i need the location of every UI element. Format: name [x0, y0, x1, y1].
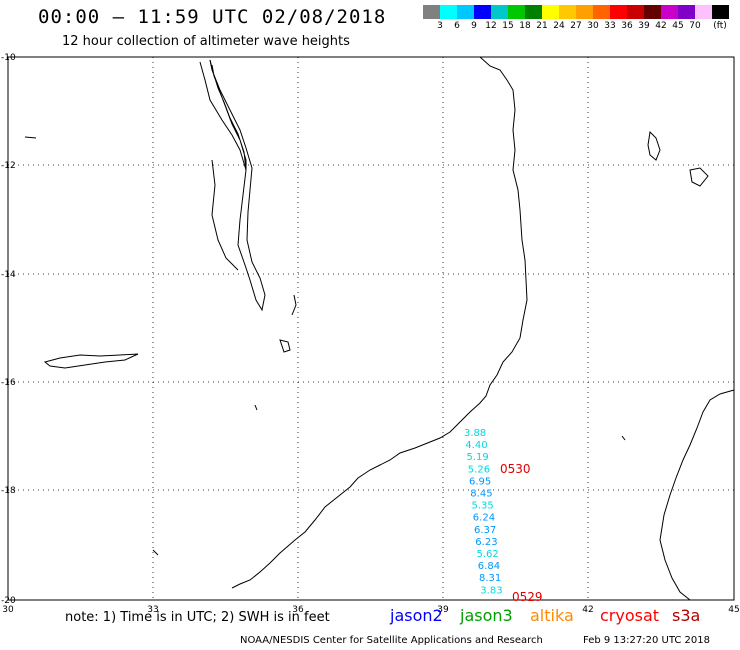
wave-height-value: 6.84: [478, 561, 500, 572]
wave-height-value: 3.83: [480, 585, 502, 596]
lake-malawi-shore: [199, 59, 266, 312]
wave-height-value: 8.45: [470, 489, 492, 500]
pass-time-label: 0530: [500, 462, 531, 476]
wave-height-value: 6.24: [473, 513, 495, 524]
colorbar-swatch: [423, 5, 440, 19]
colorbar-swatch: [678, 5, 695, 19]
wave-height-value: 5.19: [467, 452, 489, 463]
colorbar-label: 3: [437, 21, 443, 31]
altimeter-track: 3.884.405.195.266.95 8.455.356.246.376.23…: [464, 428, 543, 604]
colorbar-label: 18: [519, 21, 531, 31]
colorbar-label: 45: [672, 21, 684, 31]
wave-height-value: 3.88: [464, 428, 486, 439]
wave-height-colorbar: [423, 5, 729, 19]
axis-labels: 30 33 36 39 42 45 -10 -12 -14 -16 -18 -20: [1, 53, 740, 615]
mozambique-coast: [231, 56, 528, 589]
colorbar-swatch: [542, 5, 559, 19]
coastline: [24, 56, 735, 601]
footer-note: note: 1) Time is in UTC; 2) SWH is in fe…: [65, 610, 330, 625]
colorbar-swatch: [474, 5, 491, 19]
colorbar-swatch: [712, 5, 729, 19]
colorbar-label: 12: [485, 21, 497, 31]
wave-height-value: 6.95: [469, 476, 491, 487]
colorbar-swatch: [695, 5, 712, 19]
colorbar-label: 15: [502, 21, 514, 31]
colorbar-label: 36: [621, 21, 633, 31]
latitude-tick-label: -20: [1, 596, 16, 606]
colorbar-label: (ft): [713, 21, 727, 31]
wave-height-value: 5.26: [468, 464, 490, 475]
wave-height-value: 6.23: [475, 537, 497, 548]
small-island-5: [152, 549, 159, 556]
small-island-6: [621, 435, 626, 441]
colorbar-swatch: [661, 5, 678, 19]
colorbar-swatch: [644, 5, 661, 19]
latitude-tick-label: -12: [1, 161, 16, 171]
colorbar-swatch: [627, 5, 644, 19]
colorbar-swatch: [491, 5, 508, 19]
colorbar-labels: 3 6 9 12 15 18 21 24 27 30 33 36 39 42 45 70 (ft): [423, 21, 733, 33]
lake-malawi-west-shore: [209, 59, 247, 171]
colorbar-label: 70: [689, 21, 701, 31]
small-island-2: [291, 294, 297, 316]
longitude-tick-label: 30: [2, 605, 14, 615]
comoros-island: [647, 130, 661, 161]
colorbar-label: 33: [604, 21, 616, 31]
latitude-tick-label: -18: [1, 486, 16, 496]
colorbar-swatch: [610, 5, 627, 19]
wave-height-value: 5.62: [477, 549, 499, 560]
lake-shore-west: [43, 353, 139, 369]
satellite-legend-cryosat: cryosat: [600, 606, 660, 625]
longitude-tick-label: 39: [437, 605, 449, 615]
map-grid: [8, 57, 734, 600]
small-island-4: [254, 404, 258, 411]
latitude-tick-label: -14: [1, 270, 16, 280]
wave-height-value: 6.37: [474, 525, 496, 536]
colorbar-swatch: [525, 5, 542, 19]
colorbar-swatch: [457, 5, 474, 19]
longitude-tick-label: 36: [292, 605, 304, 615]
colorbar-label: 42: [655, 21, 667, 31]
longitude-tick-label: 45: [728, 605, 739, 615]
longitude-tick-label: 42: [582, 605, 593, 615]
pass-time-label: 0529: [512, 590, 543, 604]
lake-malawi-south: [211, 159, 239, 271]
satellite-legend-jason3: jason3: [460, 606, 513, 625]
wave-height-value: 8.31: [479, 573, 501, 584]
small-island-3: [24, 136, 37, 139]
colorbar-label: 6: [454, 21, 460, 31]
longitude-tick-label: 33: [147, 605, 158, 615]
colorbar-swatch: [559, 5, 576, 19]
colorbar-label: 24: [553, 21, 565, 31]
wave-height-value: 4.40: [465, 440, 487, 451]
colorbar-swatch: [593, 5, 610, 19]
credit-text: NOAA/NESDIS Center for Satellite Applica…: [240, 635, 543, 646]
colorbar-label: 30: [587, 21, 599, 31]
mayotte-island: [689, 167, 709, 187]
colorbar-label: 9: [471, 21, 477, 31]
map-frame: [7, 56, 735, 601]
latitude-tick-label: -16: [1, 378, 16, 388]
colorbar-label: 21: [536, 21, 548, 31]
wave-height-value: 5.35: [472, 501, 494, 512]
small-island-1: [279, 339, 291, 353]
map-subtitle: 12 hour collection of altimeter wave hei…: [62, 34, 350, 49]
satellite-legend-jason2: jason2: [390, 606, 443, 625]
credit-timestamp: Feb 9 13:27:20 UTC 2018: [583, 635, 710, 646]
map-title: 00:00 – 11:59 UTC 02/08/2018: [38, 6, 387, 28]
colorbar-swatch: [508, 5, 525, 19]
colorbar-label: 39: [638, 21, 650, 31]
satellite-legend-altika: altika: [530, 606, 574, 625]
latitude-tick-label: -10: [1, 53, 16, 63]
colorbar-label: 27: [570, 21, 582, 31]
madagascar-coast: [659, 389, 735, 601]
satellite-legend-s3a: s3a: [672, 606, 701, 625]
colorbar-swatch: [576, 5, 593, 19]
colorbar-swatch: [440, 5, 457, 19]
